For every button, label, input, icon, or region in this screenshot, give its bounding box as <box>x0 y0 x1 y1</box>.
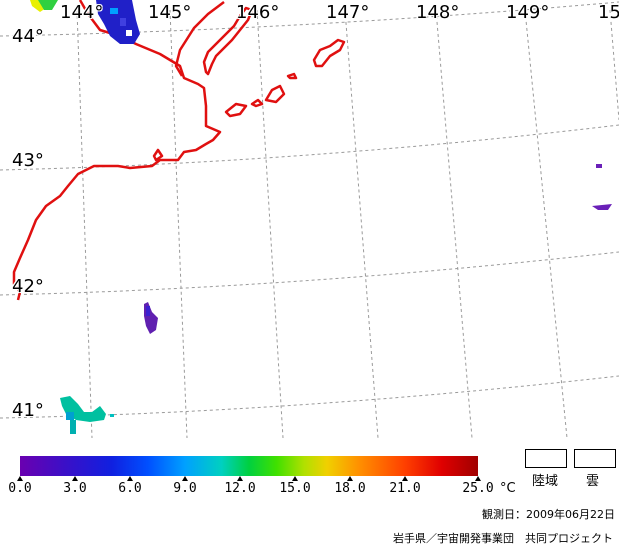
colorbar-tick <box>237 476 243 481</box>
colorbar-tick-label-9: 9.0 <box>173 481 197 496</box>
colorbar-unit: °C <box>500 481 516 496</box>
colorbar-tick <box>292 476 298 481</box>
colorbar-tick-label-18: 18.0 <box>334 481 366 496</box>
latitude-label-42: 42° <box>12 276 44 297</box>
colorbar-tick-label-0: 0.0 <box>8 481 32 496</box>
cloud-legend-label: 雲 <box>586 474 600 489</box>
colorbar-tick <box>182 476 188 481</box>
longitude-label-144: 144° <box>60 2 104 23</box>
colorbar-tick <box>475 476 481 481</box>
sea-surface-temperature-map <box>0 0 619 439</box>
colorbar-tick <box>127 476 133 481</box>
longitude-label-148: 148° <box>416 2 460 23</box>
latitude-grid <box>0 1 619 419</box>
colorbar-tick-label-3: 3.0 <box>63 481 87 496</box>
cloud-legend-swatch <box>574 449 616 468</box>
longitude-label-150: 15 <box>598 2 619 23</box>
credit-text: 岩手県／宇宙開発事業団 共同プロジェクト <box>393 532 613 545</box>
longitude-label-146: 146° <box>236 2 280 23</box>
latitude-label-43: 43° <box>12 150 44 171</box>
temperature-colorbar <box>20 456 478 476</box>
colorbar-tick-label-12: 12.0 <box>224 481 256 496</box>
coastline <box>12 0 346 301</box>
land-legend-swatch <box>525 449 567 468</box>
longitude-grid <box>76 9 619 439</box>
land-legend-label: 陸域 <box>532 474 559 489</box>
colorbar-tick-label-21: 21.0 <box>389 481 421 496</box>
longitude-label-149: 149° <box>506 2 550 23</box>
longitude-label-147: 147° <box>326 2 370 23</box>
colorbar-tick <box>347 476 353 481</box>
colorbar-tick <box>72 476 78 481</box>
colorbar-tick-label-25: 25.0 <box>462 481 494 496</box>
colorbar-tick <box>17 476 23 481</box>
sst-patch-green <box>38 0 58 10</box>
sst-patches <box>30 0 612 434</box>
observation-date: 観測日：2009年06月22日 <box>482 508 615 521</box>
longitude-label-145: 145° <box>148 2 192 23</box>
colorbar-tick-label-15: 15.0 <box>279 481 311 496</box>
latitude-label-44: 44° <box>12 26 44 47</box>
colorbar-tick <box>402 476 408 481</box>
latitude-label-41: 41° <box>12 400 44 421</box>
colorbar-tick-label-6: 6.0 <box>118 481 142 496</box>
